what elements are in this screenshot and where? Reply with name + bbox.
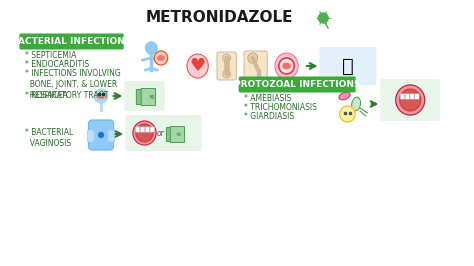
Text: * GIARDIASIS: * GIARDIASIS (244, 112, 294, 121)
Text: ≋: ≋ (148, 94, 154, 100)
Circle shape (223, 54, 230, 62)
Text: * SEPTICEMIA: * SEPTICEMIA (25, 51, 76, 60)
FancyBboxPatch shape (244, 51, 267, 81)
Text: * BACTERIAL
  VAGINOSIS: * BACTERIAL VAGINOSIS (25, 128, 73, 148)
FancyBboxPatch shape (150, 127, 155, 132)
Ellipse shape (187, 54, 208, 78)
Circle shape (279, 58, 294, 74)
Text: * TRICHOMONIASIS: * TRICHOMONIASIS (244, 103, 317, 112)
Text: or: or (157, 128, 165, 138)
Text: ♥: ♥ (190, 57, 206, 75)
Circle shape (101, 95, 105, 99)
Circle shape (154, 51, 168, 65)
Circle shape (136, 124, 153, 142)
FancyBboxPatch shape (124, 81, 165, 111)
Circle shape (99, 132, 103, 138)
FancyBboxPatch shape (239, 77, 356, 93)
FancyBboxPatch shape (415, 94, 419, 99)
FancyBboxPatch shape (401, 94, 405, 99)
Circle shape (319, 13, 328, 23)
Circle shape (396, 85, 425, 115)
FancyBboxPatch shape (108, 130, 115, 142)
Text: ≋: ≋ (176, 132, 181, 138)
Text: BACTERIAL INFECTIONS: BACTERIAL INFECTIONS (11, 37, 131, 46)
FancyBboxPatch shape (380, 79, 440, 121)
FancyBboxPatch shape (140, 127, 145, 132)
FancyBboxPatch shape (170, 127, 184, 142)
Text: METRONIDAZOLE: METRONIDAZOLE (145, 10, 292, 26)
Text: * INFECTIONS INVOLVING
  BONE, JOINT, & LOWER
  RESPIRATORY TRACT: * INFECTIONS INVOLVING BONE, JOINT, & LO… (25, 69, 120, 100)
FancyBboxPatch shape (319, 47, 376, 85)
FancyBboxPatch shape (89, 120, 114, 150)
Ellipse shape (352, 97, 361, 111)
Circle shape (133, 121, 156, 145)
FancyBboxPatch shape (125, 115, 201, 151)
FancyBboxPatch shape (217, 52, 237, 80)
Ellipse shape (339, 92, 350, 100)
Text: PROTOZOAL INFECTIONS: PROTOZOAL INFECTIONS (234, 80, 360, 89)
Circle shape (400, 89, 421, 111)
FancyBboxPatch shape (166, 128, 172, 142)
Circle shape (146, 42, 157, 54)
FancyBboxPatch shape (141, 89, 155, 106)
Ellipse shape (275, 53, 298, 79)
Circle shape (340, 106, 355, 122)
FancyBboxPatch shape (146, 127, 149, 132)
Text: 💉: 💉 (342, 56, 353, 76)
Circle shape (223, 70, 230, 78)
Text: * AMEBIASIS: * AMEBIASIS (244, 94, 292, 103)
FancyBboxPatch shape (136, 127, 140, 132)
FancyBboxPatch shape (405, 94, 410, 99)
FancyBboxPatch shape (410, 94, 414, 99)
FancyBboxPatch shape (19, 34, 124, 49)
Circle shape (248, 53, 257, 63)
Circle shape (94, 89, 108, 103)
Text: * ENDOCARDITIS: * ENDOCARDITIS (25, 60, 89, 69)
Ellipse shape (157, 55, 165, 61)
FancyBboxPatch shape (137, 89, 143, 105)
Ellipse shape (282, 63, 291, 69)
FancyBboxPatch shape (88, 130, 94, 142)
Text: * ROSACEA: * ROSACEA (25, 91, 67, 100)
Circle shape (97, 95, 101, 99)
